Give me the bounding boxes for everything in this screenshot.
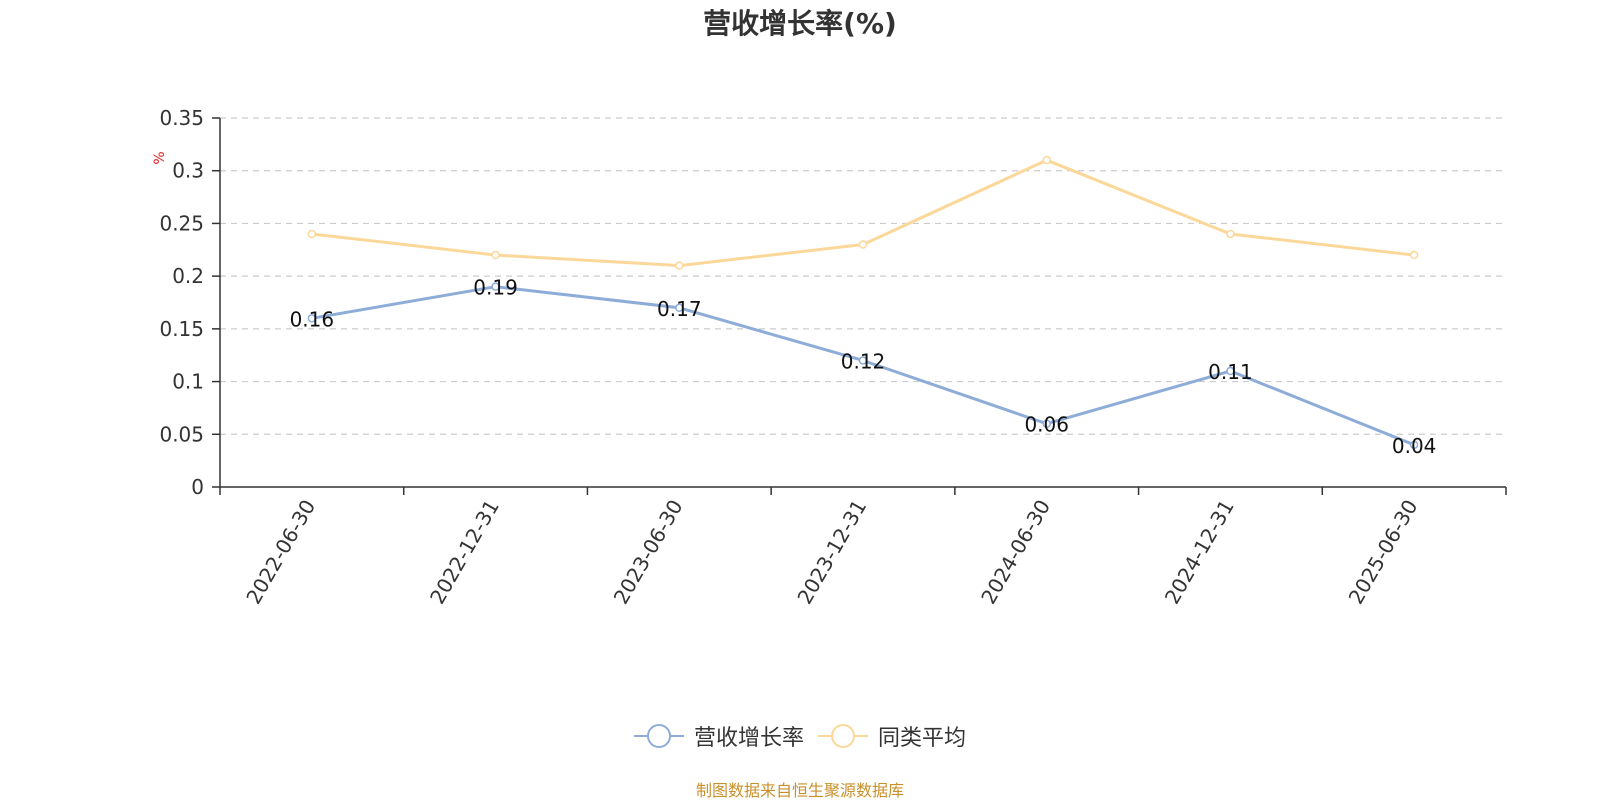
data-label: 0.16 [290, 307, 335, 331]
legend: 营收增长率 同类平均 [0, 720, 1600, 752]
y-tick-label: 0.3 [172, 159, 204, 183]
data-label: 0.12 [841, 349, 886, 373]
y-tick-label: 0.05 [159, 422, 204, 446]
x-tick-label: 2024-12-31 [1160, 496, 1239, 609]
data-label: 0.06 [1024, 413, 1069, 437]
data-point [307, 229, 317, 239]
grid-lines [220, 117, 1506, 435]
x-tick-label: 2025-06-30 [1344, 496, 1423, 609]
legend-item-peer-average[interactable]: 同类平均 [818, 720, 966, 752]
data-label: 0.17 [657, 297, 702, 321]
legend-label-peer-average: 同类平均 [878, 726, 967, 751]
chart-title: 营收增长率(%) [703, 7, 897, 40]
x-tick-label: 2022-12-31 [425, 496, 504, 609]
data-point [675, 261, 684, 270]
data-point [491, 250, 500, 260]
data-point [1226, 229, 1235, 239]
data-point [1042, 419, 1051, 428]
legend-swatch-revenue-growth [633, 724, 684, 748]
y-tick-label: 0 [191, 475, 204, 499]
x-tick-label: 2024-06-30 [976, 496, 1055, 609]
data-point [1409, 440, 1419, 450]
data-point [491, 282, 500, 291]
series-line [311, 158, 1415, 268]
data-label: 0.04 [1392, 434, 1437, 458]
data-point [1226, 366, 1235, 376]
series-lines [307, 155, 1419, 450]
data-point [307, 314, 317, 323]
data-point [675, 303, 684, 313]
x-tick-label: 2023-06-30 [609, 496, 688, 609]
data-point [1409, 250, 1419, 260]
x-tick-label: 2022-06-30 [241, 496, 320, 609]
y-axis-unit-label: % [152, 151, 168, 164]
data-label: 0.11 [1208, 360, 1253, 384]
data-point [858, 356, 868, 365]
data-labels: 0.16 0.19 0.17 0.12 0.06 0.11 0.04 [290, 276, 1437, 458]
legend-label-revenue-growth: 营收增长率 [693, 726, 804, 751]
data-label: 0.19 [473, 276, 518, 300]
y-tick-label: 0.2 [172, 264, 204, 288]
data-point [858, 240, 868, 249]
legend-swatch-peer-average [818, 724, 868, 748]
data-point [1042, 155, 1051, 165]
y-tick-label: 0.1 [172, 370, 204, 394]
x-tick-label: 2023-12-31 [792, 496, 871, 609]
y-tick-label: 0.35 [159, 106, 204, 130]
legend-item-revenue-growth[interactable]: 营收增长率 [633, 720, 804, 752]
source-note: 制图数据来自恒生聚源数据库 [695, 781, 904, 800]
y-tick-label: 0.25 [159, 211, 204, 235]
axes: 0 0.05 0.1 0.15 0.2 0.25 0.3 0.35% 2022-06-30 202… [152, 106, 1507, 609]
y-tick-label: 0.15 [159, 317, 204, 341]
